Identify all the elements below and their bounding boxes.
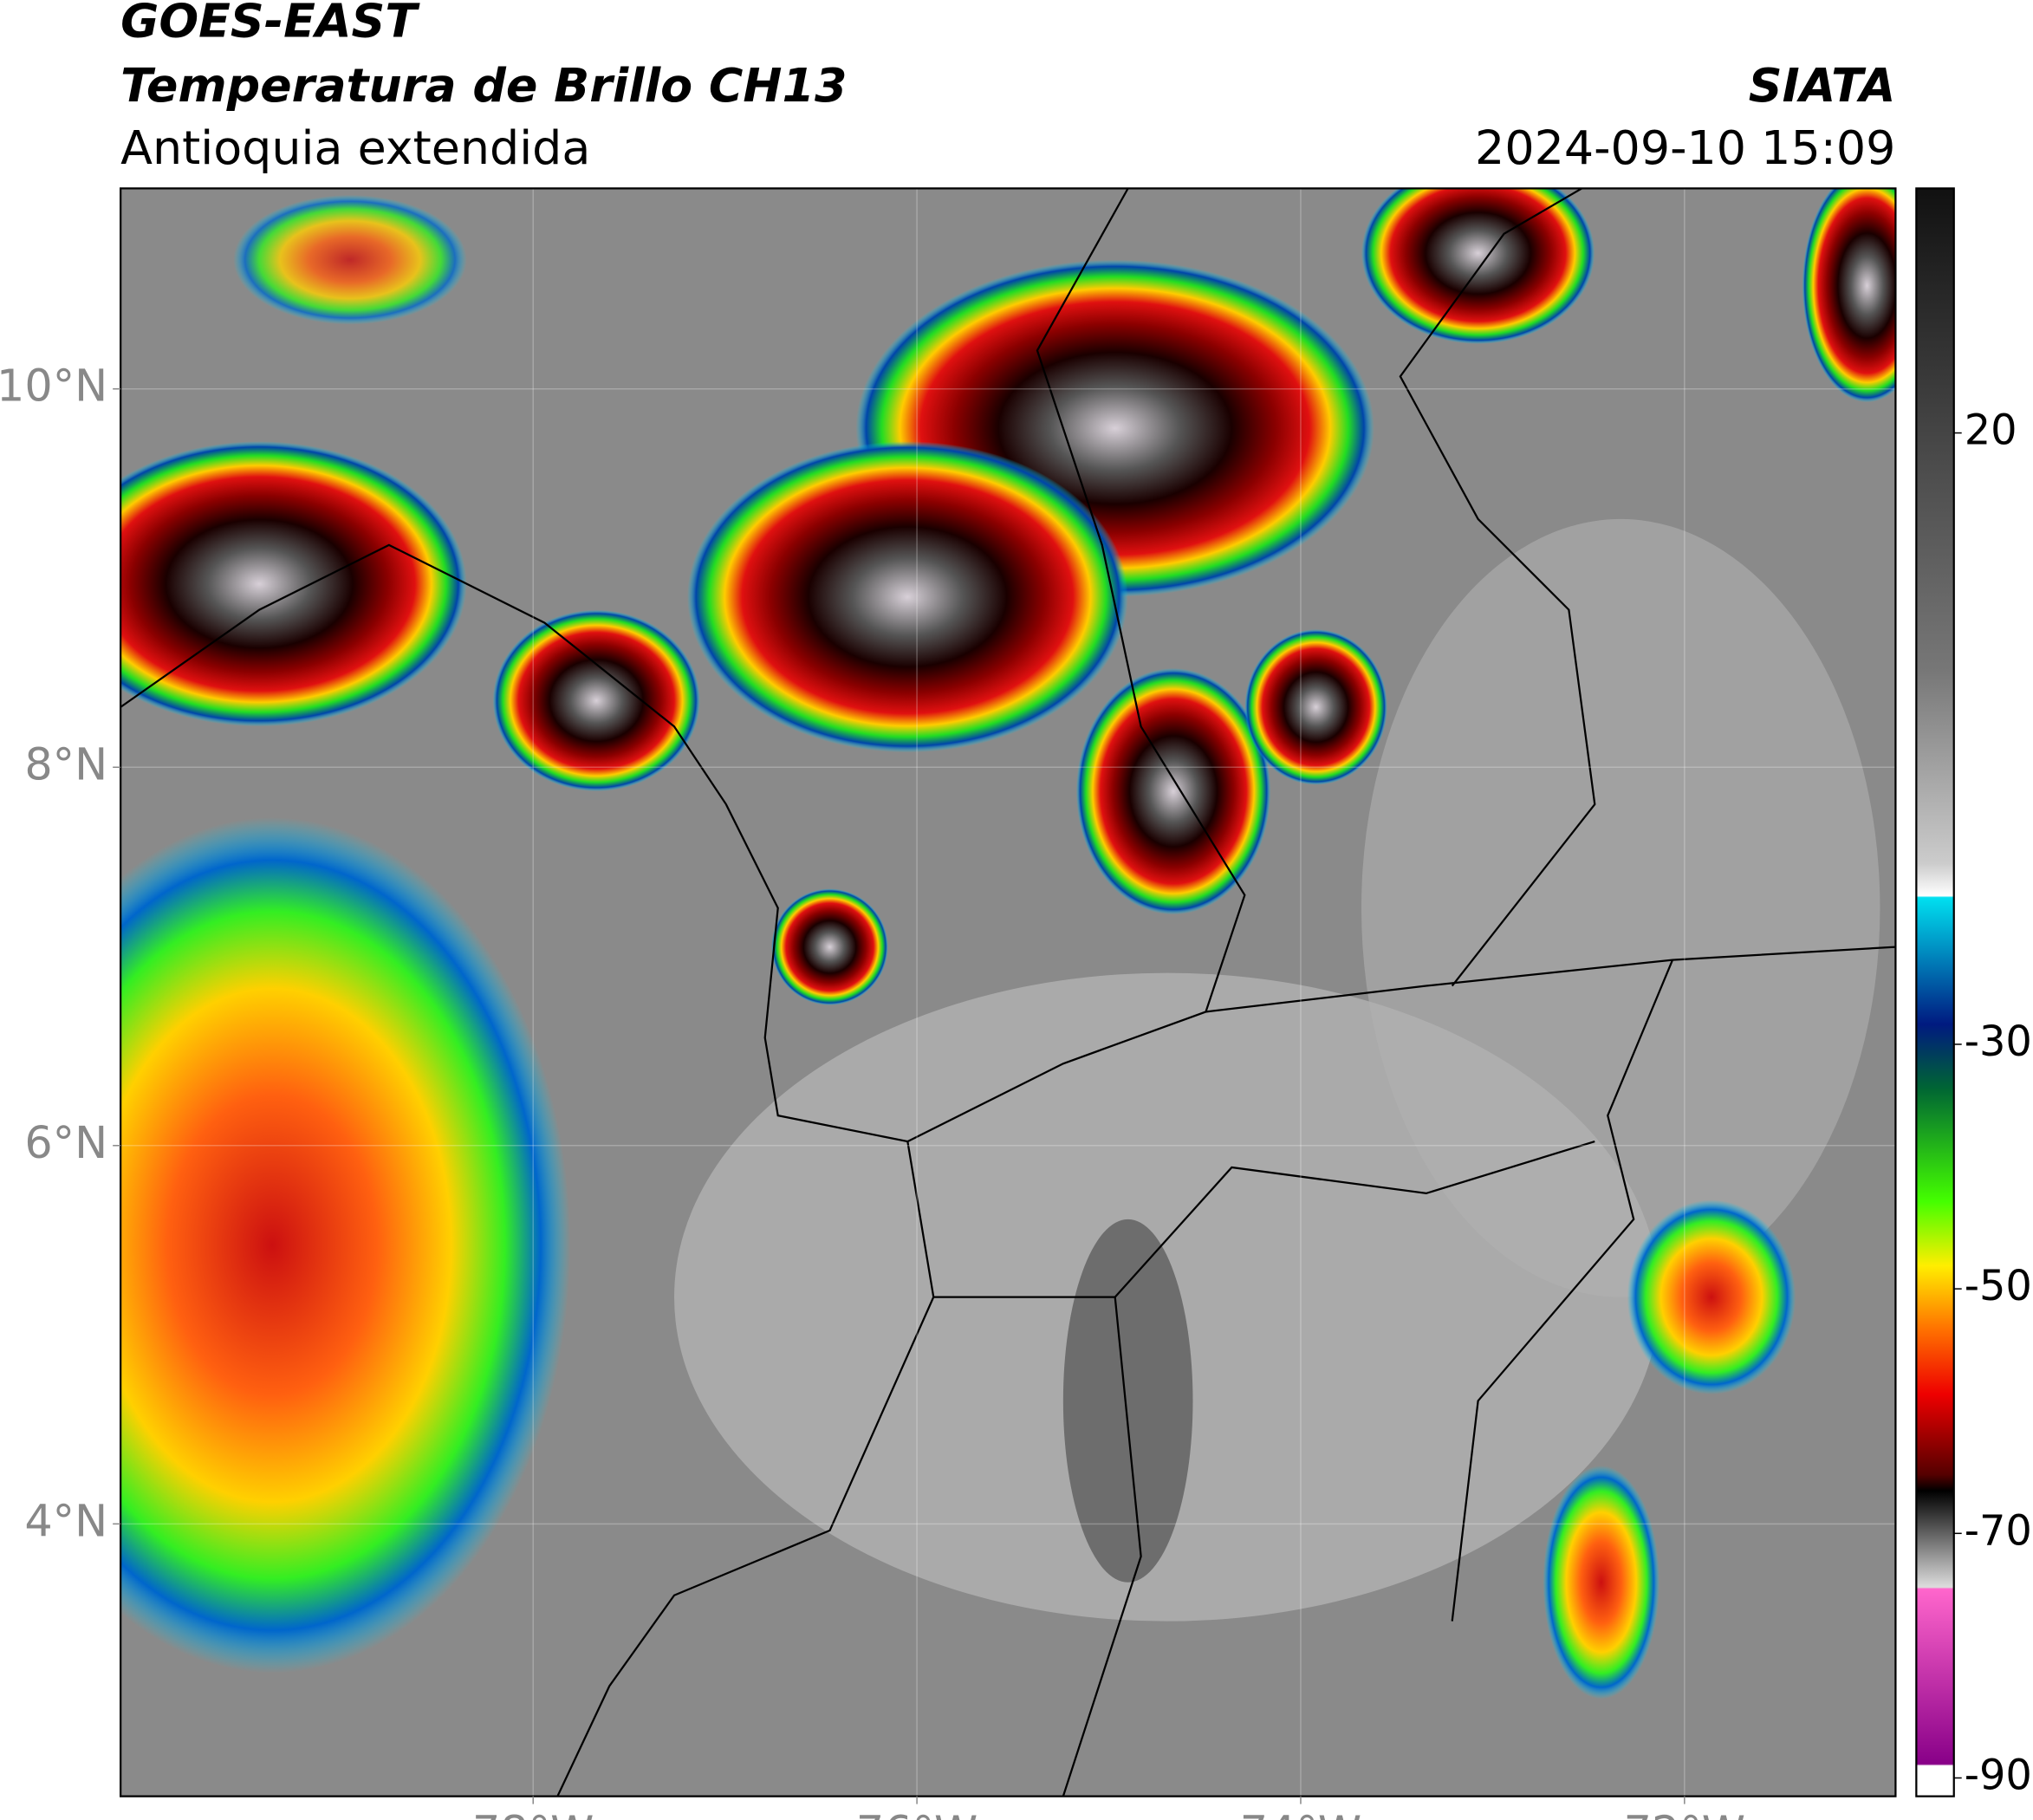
colorbar-tick-label: -30 <box>1965 1018 2032 1066</box>
x-tick-label: 76°W <box>856 1807 978 1820</box>
x-tick-label: 78°W <box>472 1807 594 1820</box>
storm <box>120 817 571 1674</box>
source: SIATA <box>1749 58 1896 113</box>
y-tick-label: 6°N <box>24 1117 107 1168</box>
storm <box>686 441 1128 753</box>
storm <box>1543 1466 1660 1700</box>
storm <box>1075 667 1271 915</box>
map-frame <box>120 187 1897 1797</box>
boundaries <box>120 188 1896 1797</box>
colorbar-tick-label: 20 <box>1965 407 2017 455</box>
x-tick-label: 74°W <box>1240 1807 1361 1820</box>
storm <box>233 194 467 325</box>
colorbar-tick-label: -70 <box>1965 1507 2032 1555</box>
storm <box>771 888 888 1005</box>
warm-area <box>1062 1219 1193 1583</box>
colorbar-tick-label: -90 <box>1965 1752 2032 1799</box>
datetime: 2024-09-10 15:09 <box>1475 120 1895 175</box>
y-tick-label: 8°N <box>24 738 107 790</box>
colorbar-tick-label: -50 <box>1965 1263 2032 1310</box>
colorbar <box>1915 187 1955 1797</box>
map-image <box>120 188 1896 1797</box>
cloud-field <box>1361 518 1880 1297</box>
storm <box>492 609 700 792</box>
subtitle: Antioquia extendida <box>120 120 590 175</box>
y-tick-label: 10°N <box>0 361 107 412</box>
storm <box>1361 188 1595 344</box>
y-tick-label: 4°N <box>24 1495 107 1546</box>
storm <box>1244 629 1387 785</box>
x-tick-label: 72°W <box>1624 1807 1745 1820</box>
storm <box>1627 1199 1796 1394</box>
title-line2: Temperatura de Brillo CH13 <box>120 58 847 113</box>
storm <box>120 441 467 727</box>
title-line1: GOES-EAST <box>120 0 420 48</box>
storm <box>1802 188 1896 403</box>
